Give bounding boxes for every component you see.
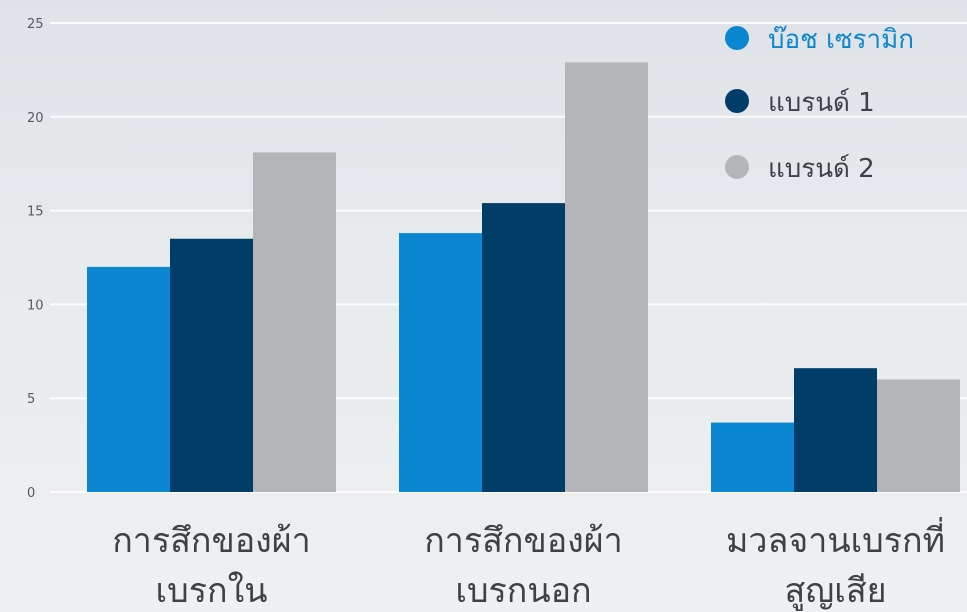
bar-series2-cat1 — [170, 238, 253, 492]
category-label: มวลจานเบรกที่ — [726, 517, 945, 561]
legend-marker-series1 — [725, 26, 749, 50]
bar-series2-cat3 — [794, 368, 877, 492]
category-label: เบรกนอก — [455, 571, 591, 611]
y-axis-ticks: 0 5 10 15 20 25 — [27, 17, 44, 501]
category-label: สูญเสีย — [784, 571, 886, 611]
legend-label-series2: แบรนด์ 1 — [768, 88, 875, 118]
y-tick-label: 0 — [27, 486, 35, 501]
legend-label-series3: แบรนด์ 2 — [768, 154, 875, 184]
bar-series1-cat3 — [711, 422, 794, 492]
legend-label-series1: บ๊อช เซรามิก — [768, 25, 914, 55]
bar-series1-cat1 — [87, 266, 170, 492]
legend-marker-series2 — [725, 89, 749, 113]
category-label: การสึกของผ้า — [424, 521, 623, 561]
bar-series3-cat3 — [877, 379, 960, 492]
bars — [87, 62, 960, 493]
y-tick-label: 20 — [27, 111, 44, 126]
y-tick-label: 15 — [27, 205, 44, 220]
category-label: เบรกใน — [156, 571, 268, 611]
y-tick-label: 25 — [27, 17, 44, 32]
bar-series2-cat2 — [482, 203, 565, 492]
bar-series3-cat1 — [253, 152, 336, 492]
category-label: การสึกของผ้า — [112, 521, 311, 561]
y-tick-label: 10 — [27, 298, 44, 313]
legend-marker-series3 — [725, 155, 749, 179]
bar-series3-cat2 — [565, 62, 648, 493]
bar-series1-cat2 — [399, 233, 482, 492]
y-tick-label: 5 — [27, 392, 35, 407]
